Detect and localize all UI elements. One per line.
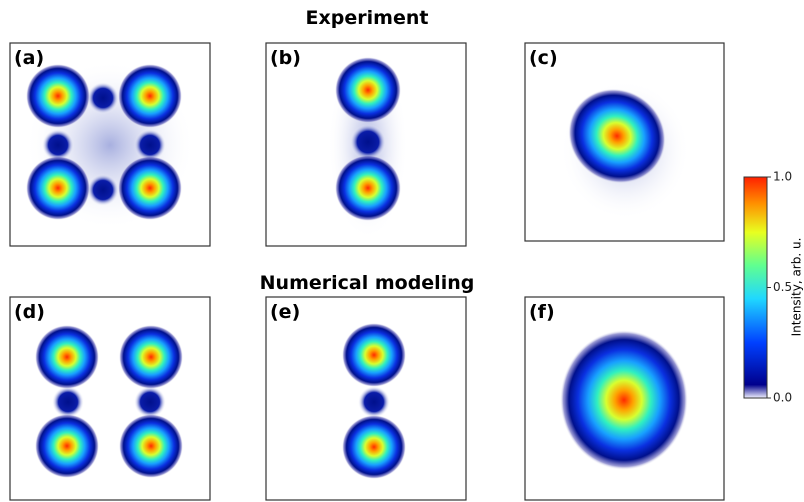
section-title: Numerical modeling: [260, 272, 475, 294]
colorbar-ticks: 0.0 0.5 1.0: [767, 170, 792, 405]
panel-label: (c): [529, 47, 558, 69]
section-title: Experiment: [306, 7, 429, 29]
panel: (d): [10, 297, 210, 500]
panel: (a): [10, 43, 210, 246]
tick-label: 0.5: [773, 280, 792, 294]
figure: Experiment Numerical modeling (a) (b) (c…: [0, 0, 804, 502]
panel-label: (f): [529, 301, 555, 323]
panel-label: (a): [14, 47, 44, 69]
tick-label: 0.0: [773, 391, 792, 405]
panel-label: (b): [270, 47, 301, 69]
tick-label: 1.0: [773, 170, 792, 184]
panel: (b): [266, 43, 466, 246]
panel: (f): [525, 297, 724, 500]
panel: (c): [525, 43, 724, 241]
panel: (e): [266, 297, 466, 500]
panel-label: (d): [14, 301, 45, 323]
panel-label: (e): [270, 301, 300, 323]
colorbar: [744, 177, 767, 398]
